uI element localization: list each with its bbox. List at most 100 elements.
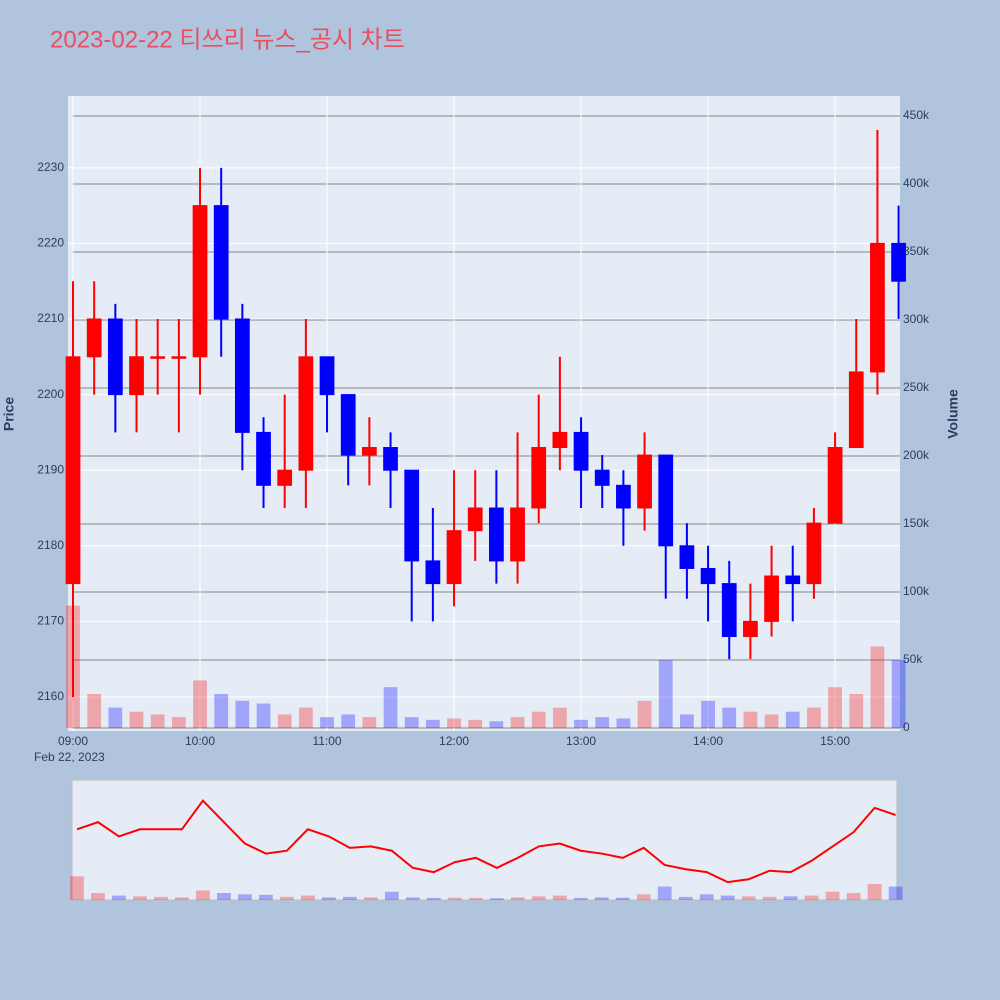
volume-bar xyxy=(489,721,504,729)
candle-body xyxy=(319,356,335,396)
volume-bar xyxy=(701,700,715,729)
volume-bar xyxy=(256,703,271,729)
y-tick-label: 2200 xyxy=(37,387,64,401)
x-tick-label: 11:00 xyxy=(312,734,341,748)
candle-body xyxy=(425,560,441,585)
candle-body xyxy=(150,356,166,359)
y2-tick-label: 250k xyxy=(903,380,930,394)
slider-volume xyxy=(804,895,819,900)
volume-bar xyxy=(150,714,165,729)
candle-body xyxy=(848,371,864,449)
candle-body xyxy=(637,454,652,509)
y-tick-label: 2210 xyxy=(37,311,64,325)
volume-bar xyxy=(425,719,440,729)
volume-bar xyxy=(362,717,377,729)
y-tick-label: 2190 xyxy=(37,462,64,476)
candle-body xyxy=(658,454,674,547)
candle-body xyxy=(383,447,398,471)
slider-volume xyxy=(342,896,357,900)
volume-bar xyxy=(235,700,250,729)
volume-bar xyxy=(214,694,229,729)
slider-volume xyxy=(384,891,399,900)
slider-volume xyxy=(196,890,210,900)
candle-body xyxy=(213,205,229,320)
slider-volume xyxy=(217,893,231,900)
candle-body xyxy=(489,507,504,562)
candle-body xyxy=(129,356,144,396)
slider-volume xyxy=(846,893,861,900)
volume-bar xyxy=(616,718,631,729)
slider-volume xyxy=(468,897,483,900)
slider-volume xyxy=(867,884,882,900)
candle-body xyxy=(340,394,356,456)
y2-axis-title: Volume xyxy=(945,389,961,439)
slider-volume xyxy=(489,898,504,900)
slider-volume xyxy=(678,896,693,900)
slider-volume xyxy=(531,896,546,900)
candle-body xyxy=(891,242,906,282)
candle-body xyxy=(531,447,547,509)
candle-body xyxy=(764,575,779,622)
y2-tick-label: 0 xyxy=(903,720,910,734)
candle-body xyxy=(65,356,81,585)
candle-body xyxy=(616,484,631,509)
slider-volume xyxy=(405,897,420,900)
volume-bar xyxy=(341,714,356,729)
candle-body xyxy=(573,431,589,471)
volume-bar xyxy=(553,707,567,729)
slider-volume xyxy=(154,896,168,900)
candle-body xyxy=(785,575,801,585)
candle-body xyxy=(679,545,695,569)
candle-body xyxy=(192,205,208,358)
slider-volume xyxy=(259,894,273,900)
x-sublabel: Feb 22, 2023 xyxy=(34,750,105,764)
slider-volume xyxy=(888,886,903,900)
candle-body xyxy=(361,447,377,456)
range-slider[interactable] xyxy=(71,779,898,901)
volume-bar xyxy=(722,707,737,729)
slider-volume xyxy=(594,897,609,900)
y2-tick-label: 400k xyxy=(903,176,930,190)
slider-volume xyxy=(510,897,525,900)
x-tick-label: 09:00 xyxy=(58,734,88,748)
volume-bar xyxy=(510,717,525,729)
slider-volume xyxy=(133,896,147,900)
y-tick-label: 2170 xyxy=(37,614,64,628)
candle-body xyxy=(827,447,843,524)
candle-body xyxy=(806,522,822,585)
slider-volume xyxy=(70,876,84,900)
chart-title: 2023-02-22 티쓰리 뉴스_공시 차트 xyxy=(50,26,405,53)
y2-tick-label: 300k xyxy=(903,312,930,326)
slider-volume xyxy=(300,895,315,900)
volume-bar xyxy=(447,718,461,729)
slider-volume xyxy=(783,896,798,900)
candle-body xyxy=(721,583,737,638)
volume-bar xyxy=(298,707,313,729)
candle-body xyxy=(234,318,250,433)
candle-body xyxy=(277,469,293,486)
slider-volume xyxy=(825,891,840,900)
plot-area xyxy=(68,96,900,731)
volume-bar xyxy=(637,700,652,729)
slider-volume xyxy=(552,895,567,900)
slider-volume xyxy=(573,897,588,900)
slider-volume xyxy=(175,897,189,900)
volume-bar xyxy=(785,711,800,729)
volume-bar xyxy=(87,694,102,729)
volume-bar xyxy=(531,711,546,729)
candle-body xyxy=(510,507,525,562)
candle-body xyxy=(404,469,420,562)
y2-tick-label: 350k xyxy=(903,244,930,258)
slider-volume xyxy=(321,897,336,900)
volume-bar xyxy=(595,717,610,729)
x-tick-label: 12:00 xyxy=(439,734,469,748)
candle-body xyxy=(870,242,885,373)
candle-body xyxy=(594,469,610,486)
candle-body xyxy=(298,356,314,471)
y-tick-label: 2220 xyxy=(37,236,64,250)
y2-tick-label: 450k xyxy=(903,108,930,122)
volume-bar xyxy=(764,714,779,729)
y-tick-label: 2230 xyxy=(37,160,64,174)
slider-volume xyxy=(741,896,756,900)
volume-bar xyxy=(320,717,334,729)
